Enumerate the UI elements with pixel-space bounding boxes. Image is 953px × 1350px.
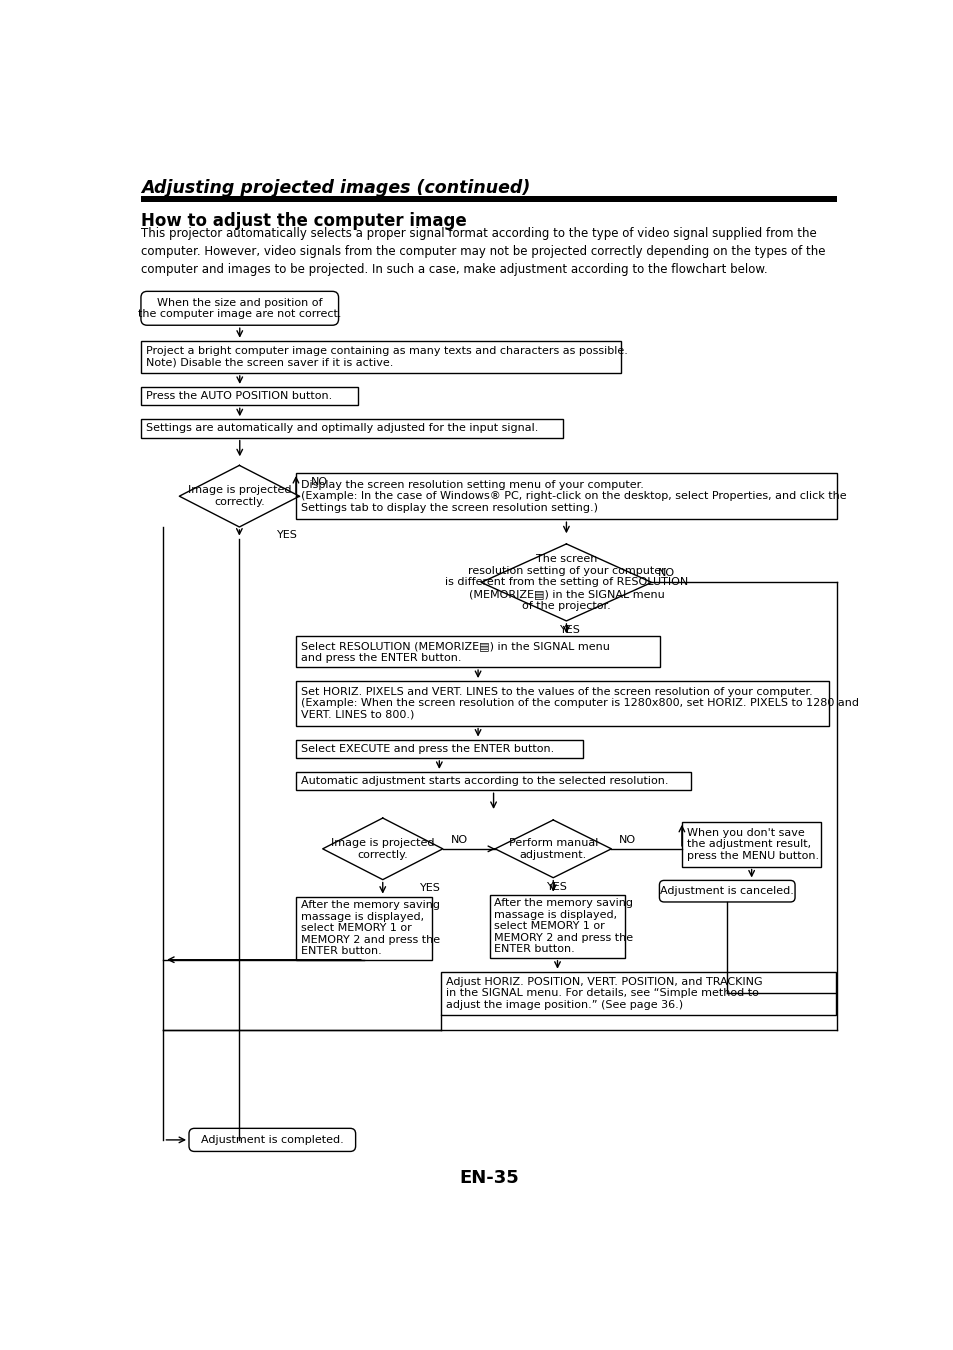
- Bar: [141, 387, 357, 405]
- Bar: [141, 340, 620, 373]
- Text: Adjustment is completed.: Adjustment is completed.: [201, 1135, 343, 1145]
- Bar: [141, 420, 562, 437]
- Bar: [295, 896, 431, 960]
- FancyBboxPatch shape: [659, 880, 794, 902]
- Text: After the memory saving
massage is displayed,
select MEMORY 1 or
MEMORY 2 and pr: After the memory saving massage is displ…: [494, 898, 633, 954]
- Text: When you don't save
the adjustment result,
press the MENU button.: When you don't save the adjustment resul…: [686, 828, 818, 861]
- Text: YES: YES: [559, 625, 580, 634]
- Text: How to adjust the computer image: How to adjust the computer image: [141, 212, 466, 230]
- Text: YES: YES: [276, 531, 297, 540]
- Bar: [295, 636, 659, 667]
- Text: YES: YES: [546, 882, 567, 891]
- Text: NO: NO: [658, 568, 675, 578]
- FancyBboxPatch shape: [141, 292, 338, 325]
- Text: Image is projected
correctly.: Image is projected correctly.: [188, 486, 291, 508]
- Bar: [295, 740, 582, 757]
- Text: Set HORIZ. PIXELS and VERT. LINES to the values of the screen resolution of your: Set HORIZ. PIXELS and VERT. LINES to the…: [300, 687, 858, 720]
- Text: Image is projected
correctly.: Image is projected correctly.: [331, 838, 434, 860]
- Text: After the memory saving
massage is displayed,
select MEMORY 1 or
MEMORY 2 and pr: After the memory saving massage is displ…: [300, 900, 439, 956]
- Bar: [681, 822, 821, 867]
- Text: Project a bright computer image containing as many texts and characters as possi: Project a bright computer image containi…: [146, 346, 627, 367]
- Bar: [295, 472, 836, 520]
- Text: NO: NO: [618, 834, 636, 845]
- Text: Adjust HORIZ. POSITION, VERT. POSITION, and TRACKING
in the SIGNAL menu. For det: Adjust HORIZ. POSITION, VERT. POSITION, …: [445, 976, 761, 1010]
- Text: NO: NO: [450, 834, 467, 845]
- Text: The screen
resolution setting of your computer
is different from the setting of : The screen resolution setting of your co…: [444, 555, 687, 610]
- Text: When the size and position of
the computer image are not correct.: When the size and position of the comput…: [138, 297, 341, 319]
- Text: Adjustment is canceled.: Adjustment is canceled.: [659, 886, 793, 896]
- Text: Display the screen resolution setting menu of your computer.
(Example: In the ca: Display the screen resolution setting me…: [300, 479, 845, 513]
- Bar: [295, 772, 691, 790]
- Text: Automatic adjustment starts according to the selected resolution.: Automatic adjustment starts according to…: [300, 776, 667, 786]
- Text: Perform manual
adjustment.: Perform manual adjustment.: [508, 838, 598, 860]
- Bar: [295, 680, 828, 726]
- Bar: [440, 972, 835, 1015]
- Text: NO: NO: [311, 478, 328, 487]
- Text: Select RESOLUTION (MEMORIZE▤) in the SIGNAL menu
and press the ENTER button.: Select RESOLUTION (MEMORIZE▤) in the SIG…: [300, 641, 609, 663]
- Text: Press the AUTO POSITION button.: Press the AUTO POSITION button.: [146, 392, 332, 401]
- Bar: [141, 196, 836, 202]
- Text: Adjusting projected images (continued): Adjusting projected images (continued): [141, 180, 530, 197]
- Text: Select EXECUTE and press the ENTER button.: Select EXECUTE and press the ENTER butto…: [300, 744, 554, 753]
- Text: YES: YES: [420, 883, 441, 892]
- Text: EN-35: EN-35: [458, 1169, 518, 1188]
- Bar: [489, 895, 624, 957]
- Text: Settings are automatically and optimally adjusted for the input signal.: Settings are automatically and optimally…: [146, 424, 537, 433]
- FancyBboxPatch shape: [189, 1129, 355, 1152]
- Text: This projector automatically selects a proper signal format according to the typ: This projector automatically selects a p…: [141, 227, 824, 277]
